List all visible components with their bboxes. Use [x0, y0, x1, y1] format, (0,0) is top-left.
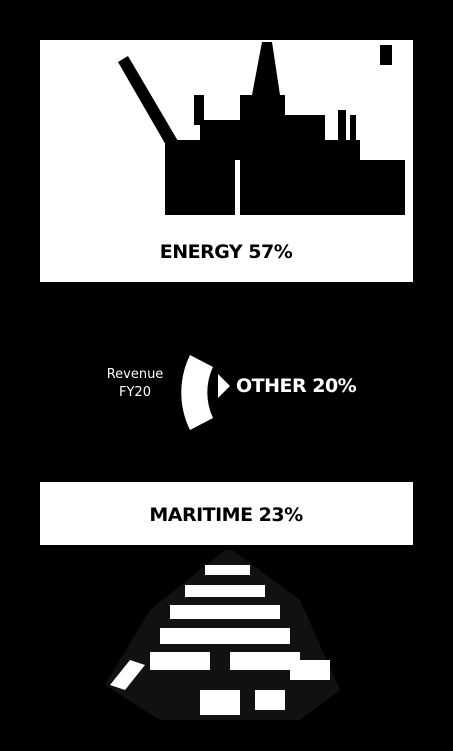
- containers: [170, 605, 280, 619]
- maritime-label: MARITIME 23%: [149, 504, 303, 526]
- rig-deck: [200, 120, 240, 160]
- derrick: [252, 42, 280, 95]
- containers: [255, 690, 285, 710]
- containers: [150, 652, 210, 670]
- other-label: OTHER 20%: [236, 375, 357, 397]
- rig-tower: [240, 95, 285, 215]
- oil-rig-illustration: [118, 42, 405, 215]
- other-segment: [181, 355, 213, 430]
- rig-module: [285, 115, 325, 215]
- rig-post: [194, 95, 204, 125]
- rig-top: [380, 45, 392, 65]
- container-ship-illustration: [105, 550, 340, 720]
- center-label: Revenue: [107, 367, 164, 382]
- maritime-panel: [40, 482, 413, 545]
- containers: [200, 690, 240, 715]
- containers: [160, 628, 290, 644]
- rig-module: [360, 160, 405, 215]
- pointer-arrow: [218, 374, 230, 398]
- energy-label: ENERGY 57%: [160, 241, 293, 263]
- containers: [230, 652, 300, 670]
- containers: [110, 660, 145, 690]
- chimney: [338, 110, 346, 150]
- center-label: FY20: [119, 385, 151, 400]
- containers: [185, 585, 265, 597]
- chimney: [350, 115, 356, 150]
- containers: [205, 565, 250, 575]
- containers: [290, 660, 330, 680]
- rig-module: [325, 140, 360, 215]
